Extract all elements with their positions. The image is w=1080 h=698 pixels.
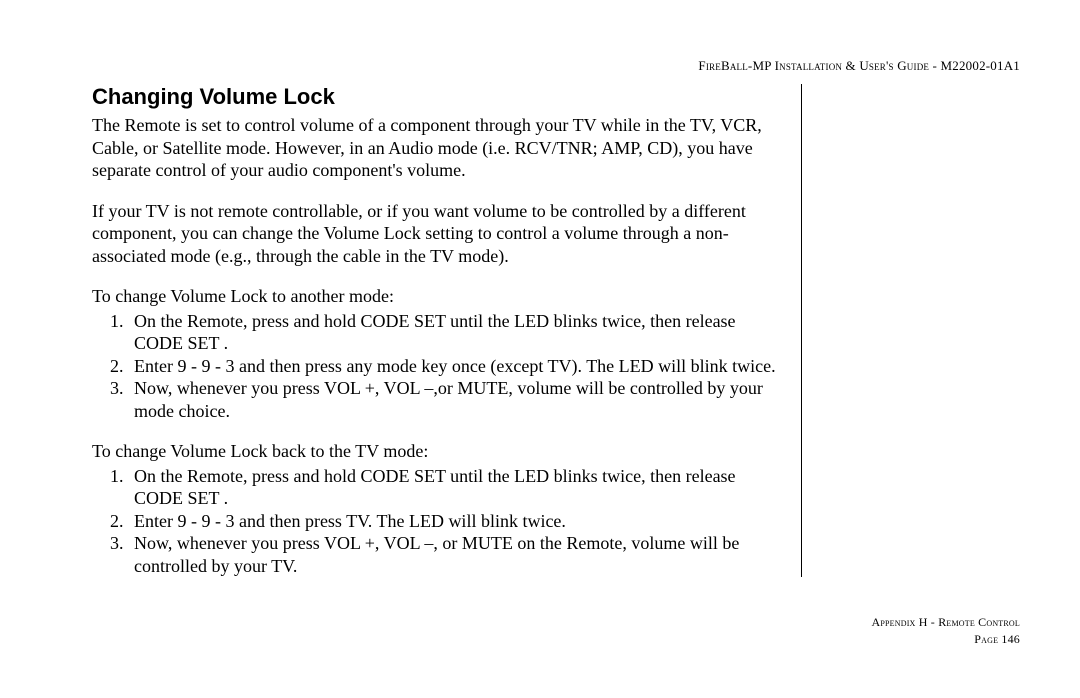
main-column: Changing Volume Lock The Remote is set t… <box>92 84 802 577</box>
paragraph: The Remote is set to control volume of a… <box>92 114 783 182</box>
footer-appendix: Appendix H - Remote Control <box>871 614 1020 631</box>
list-item: On the Remote, press and hold CODE SET u… <box>128 310 783 355</box>
list-item: On the Remote, press and hold CODE SET u… <box>128 465 783 510</box>
list-item: Now, whenever you press VOL +, VOL –,or … <box>128 377 783 422</box>
page-header: FireBall-MP Installation & User's Guide … <box>92 58 1020 74</box>
document-page: FireBall-MP Installation & User's Guide … <box>0 0 1080 698</box>
list-item: Enter 9 - 9 - 3 and then press TV. The L… <box>128 510 783 533</box>
page-footer: Appendix H - Remote Control Page 146 <box>871 614 1020 648</box>
list-intro: To change Volume Lock to another mode: <box>92 285 783 308</box>
ordered-list: On the Remote, press and hold CODE SET u… <box>92 465 783 578</box>
section-heading: Changing Volume Lock <box>92 84 783 110</box>
list-item: Enter 9 - 9 - 3 and then press any mode … <box>128 355 783 378</box>
footer-page-number: Page 146 <box>871 631 1020 648</box>
list-intro: To change Volume Lock back to the TV mod… <box>92 440 783 463</box>
content-wrap: Changing Volume Lock The Remote is set t… <box>92 84 1020 577</box>
ordered-list: On the Remote, press and hold CODE SET u… <box>92 310 783 423</box>
paragraph: If your TV is not remote controllable, o… <box>92 200 783 268</box>
list-item: Now, whenever you press VOL +, VOL –, or… <box>128 532 783 577</box>
